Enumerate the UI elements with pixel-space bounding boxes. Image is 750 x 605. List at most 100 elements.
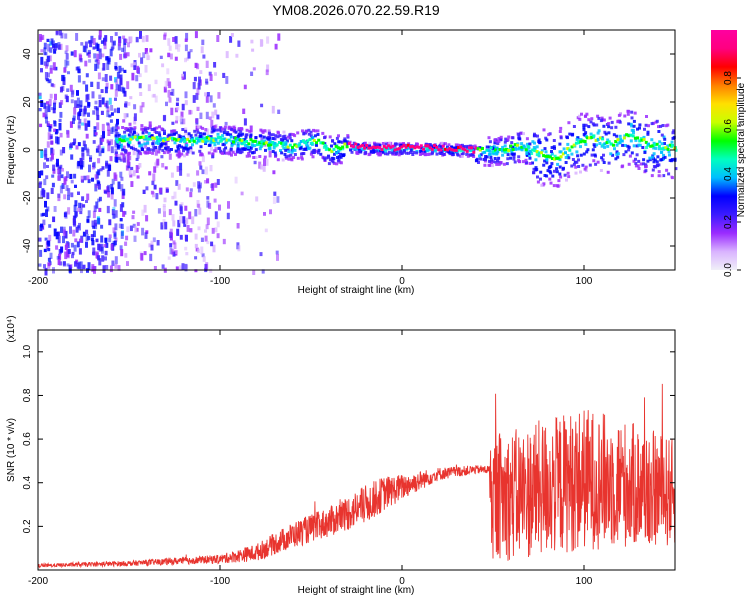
spectrogram-cell <box>626 144 630 148</box>
spectrogram-cell <box>672 129 676 133</box>
spectrogram-cell <box>409 151 413 154</box>
spectrogram-cell <box>114 62 118 67</box>
spectrogram-cell <box>52 40 55 48</box>
spectrogram-cell <box>71 254 74 259</box>
spectrogram-ridge-cell <box>358 144 362 148</box>
spectrogram-cell <box>101 255 105 262</box>
spectrogram-cell <box>355 151 359 155</box>
spectrogram-cell <box>152 237 156 243</box>
spectrogram-cell <box>94 100 98 105</box>
spectrogram-x-ticks: -200 -100 0 100 <box>28 30 593 287</box>
spectrogram-cell <box>512 155 516 159</box>
snr-frame <box>37 329 676 571</box>
spectrogram-cell <box>92 162 95 168</box>
spectrogram-ridge-cell <box>452 148 456 152</box>
spectrogram-cell <box>211 111 215 119</box>
spectrogram-cell <box>299 146 303 150</box>
spectrogram-cell <box>273 191 277 196</box>
spectrogram-cell <box>53 228 57 237</box>
snr-y-tick-label: 1.0 <box>22 344 33 358</box>
spectrogram-cell <box>57 44 61 50</box>
spectrogram-cell <box>426 153 430 156</box>
spectrogram-ridge-cell <box>280 141 284 145</box>
spectrogram-cell <box>595 123 599 127</box>
spectrogram-ridge-cell <box>467 146 471 150</box>
spectrogram-cell <box>630 151 634 155</box>
spectrogram-cell <box>155 193 159 200</box>
spectrogram-cell <box>139 92 143 96</box>
spectrogram-cell <box>225 151 229 155</box>
spectrogram-cell <box>670 159 673 163</box>
spectrogram-ridge-cell <box>369 146 373 150</box>
spectrogram-cell <box>129 225 133 232</box>
spectrogram-cell <box>44 267 48 276</box>
spectrogram-cell <box>412 150 416 154</box>
spectrogram-cell <box>154 141 158 145</box>
spectrogram-cell <box>127 128 131 132</box>
spectrogram-cell <box>216 141 220 145</box>
spectrogram-ridge-cell <box>592 134 596 138</box>
spectrogram-cell <box>528 156 532 160</box>
spectrogram-cell <box>117 156 121 161</box>
spectrogram-cell <box>610 120 614 124</box>
spectrogram-cell <box>170 129 174 133</box>
spectrogram-cell <box>495 151 499 155</box>
spectrogram-cell <box>316 129 320 133</box>
spectrogram-cell <box>558 142 562 146</box>
spectrogram-cell <box>327 162 331 166</box>
spectrogram-cell <box>666 123 670 127</box>
spectrogram-ridge-cell <box>371 145 375 149</box>
spectrogram-cell <box>115 78 119 84</box>
spectrogram-cell <box>67 249 71 254</box>
spectrogram-cell <box>660 133 664 137</box>
spectrogram-cell <box>120 223 124 229</box>
spectrogram-cell <box>485 145 489 149</box>
spectrogram-cell <box>627 162 631 166</box>
spectrogram-cell <box>251 48 255 52</box>
spectrogram-cell <box>194 31 198 39</box>
spectrogram-cell <box>113 172 117 180</box>
spectrogram-cell <box>209 268 213 273</box>
spectrogram-cell <box>154 79 158 85</box>
spectrogram-cell <box>109 119 113 123</box>
spectrogram-cell <box>628 154 632 158</box>
spectrogram-cell <box>667 172 671 176</box>
spectrogram-cell <box>126 52 130 57</box>
spectrogram-cell <box>60 100 64 105</box>
spectrogram-cell <box>629 139 633 143</box>
spectrogram-ridge-cell <box>155 135 159 139</box>
spectrogram-cell <box>216 233 220 239</box>
spectrogram-cell <box>216 179 220 185</box>
spectrogram-cell <box>74 261 77 267</box>
spectrogram-cell <box>186 150 190 154</box>
spectrogram-cell <box>493 138 497 142</box>
spectrogram-cell <box>71 251 75 256</box>
spectrogram-cell <box>127 144 131 148</box>
spectrogram-cell <box>223 125 227 129</box>
spectrogram-cell <box>98 99 102 108</box>
spectrogram-cell <box>43 264 46 269</box>
spectrogram-ridge-cell <box>415 145 419 149</box>
spectrogram-cell <box>222 238 226 245</box>
spectrogram-cell <box>65 95 69 103</box>
spectrogram-cell <box>48 125 52 132</box>
spectrogram-cell <box>206 92 210 97</box>
spectrogram-cell <box>413 144 417 148</box>
spectrogram-cell <box>100 135 104 140</box>
spectrogram-ridge-cell <box>249 138 253 142</box>
spectrogram-cell <box>156 142 160 145</box>
spectrogram-ridge-cell <box>395 147 399 151</box>
spectrogram-cell <box>115 155 119 163</box>
spectrogram-cell <box>362 148 366 152</box>
spectrogram-cell <box>602 153 605 157</box>
spectrogram-cell <box>199 145 203 149</box>
spectrogram-cell <box>114 210 118 218</box>
spectrogram-cell <box>268 131 271 135</box>
spectrogram-cell <box>451 146 455 150</box>
spectrogram-ridge-cell <box>310 141 314 145</box>
spectrogram-cell <box>200 237 204 242</box>
spectrogram-cell <box>146 138 150 145</box>
spectrogram-cell <box>49 65 53 70</box>
spectrogram-cell <box>291 133 295 136</box>
spectrogram-cell <box>121 47 125 52</box>
